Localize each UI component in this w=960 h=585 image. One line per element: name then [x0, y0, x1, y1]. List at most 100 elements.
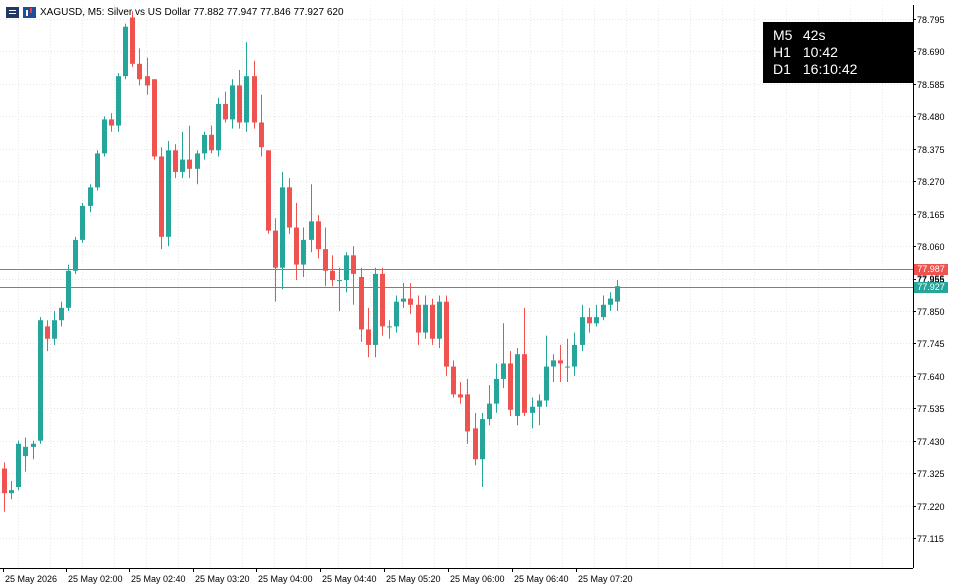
candle-body [522, 354, 527, 413]
candle-body [145, 76, 150, 86]
ask-price-tag: 77.987 [914, 263, 948, 275]
candle-body [159, 156, 164, 237]
candle-body [294, 227, 299, 265]
candle-body [380, 273, 385, 327]
x-tick-label: 25 May 02:00 [68, 574, 123, 584]
candle-body [565, 366, 570, 368]
candle-body [237, 85, 242, 123]
menu-icon[interactable] [6, 6, 19, 18]
y-tick-label: 78.060 [917, 241, 945, 252]
candle-body [130, 17, 135, 64]
candle-body [430, 304, 435, 339]
timer-label: D1 [773, 61, 791, 77]
timer-label: M5 [773, 27, 793, 43]
y-tick-label: 77.745 [917, 338, 945, 349]
chart-header: XAGUSD, M5: Silver vs US Dollar 77.882 7… [6, 5, 344, 19]
x-tick-label: 25 May 07:20 [578, 574, 633, 584]
candle-body [487, 403, 492, 420]
x-tick-label: 25 May 03:20 [195, 574, 250, 584]
candle-body [244, 76, 249, 123]
candle-body [109, 119, 114, 126]
candle-body [508, 363, 513, 410]
candle-body [615, 286, 620, 302]
candle-body [580, 317, 585, 345]
y-tick-label: 78.165 [917, 209, 945, 220]
candle-body [180, 159, 185, 172]
chart-title: XAGUSD, M5: Silver vs US Dollar 77.882 7… [40, 6, 344, 18]
candle-body [195, 153, 200, 169]
candle-body [102, 119, 107, 154]
y-tick-label: 78.480 [917, 111, 945, 122]
candle-body [337, 280, 342, 282]
candle-body [187, 159, 192, 169]
candle-body [9, 490, 14, 494]
candle-body [88, 187, 93, 206]
candle-body [423, 304, 428, 333]
price-label-extra: 77.955 [917, 274, 945, 284]
candle-body [80, 205, 85, 240]
timer-value: 10:42 [802, 44, 838, 60]
x-tick-label: 25 May 02:40 [131, 574, 186, 584]
timer-value: 16:10:42 [802, 61, 858, 77]
candle-body [38, 320, 43, 441]
candle-body [530, 406, 535, 413]
candle-body [437, 301, 442, 339]
candle-body [515, 354, 520, 416]
bid-price-tag: 77.927 [914, 281, 948, 293]
candle-body [137, 63, 142, 80]
candle-body [2, 468, 7, 494]
y-tick-label: 77.955 [917, 274, 945, 285]
candle-body [223, 103, 228, 120]
candle-body [273, 230, 278, 268]
candle-body [373, 273, 378, 345]
candle-body [416, 304, 421, 333]
x-tick-label: 25 May 04:40 [322, 574, 377, 584]
candle-body [152, 79, 157, 157]
candle-body [351, 255, 356, 274]
candle-body [594, 317, 599, 324]
candle-body [401, 298, 406, 302]
candle-body [465, 394, 470, 432]
y-tick-label: 77.430 [917, 436, 945, 447]
candle-body [166, 150, 171, 237]
candle-body [252, 76, 257, 123]
candle-body [287, 187, 292, 228]
candle-body [330, 270, 335, 281]
candle-body [216, 103, 221, 151]
y-tick-label: 77.535 [917, 403, 945, 414]
y-tick-label: 77.640 [917, 371, 945, 382]
timer-row-d1: D1 16:10:42 [773, 61, 903, 78]
y-tick-label: 78.795 [917, 14, 945, 25]
candle-body [480, 419, 485, 460]
candle-body [387, 326, 392, 328]
candle-body [501, 363, 506, 379]
y-tick-label: 77.115 [917, 533, 944, 544]
candle-body [280, 187, 285, 268]
candle-body [266, 150, 271, 231]
y-tick-label: 77.325 [917, 468, 945, 479]
candle-body [316, 221, 321, 250]
chart-icon[interactable] [23, 6, 36, 18]
candle-body [66, 270, 71, 308]
candle-body [494, 378, 499, 404]
candle-body [116, 76, 121, 126]
y-tick-label: 78.375 [917, 144, 945, 155]
x-tick-label: 25 May 06:00 [450, 574, 505, 584]
candle-body [366, 329, 371, 345]
candle-body [473, 428, 478, 460]
x-tick-label: 25 May 04:00 [258, 574, 313, 584]
candle-body [31, 443, 36, 447]
candle-body [323, 249, 328, 271]
candle-body [59, 307, 64, 321]
candle-body [52, 320, 57, 339]
candle-body [301, 239, 306, 265]
y-tick-label: 77.220 [917, 501, 945, 512]
candle-body [451, 366, 456, 395]
timer-label: H1 [773, 44, 791, 60]
candle-body [73, 239, 78, 271]
candle-body [344, 255, 349, 281]
candle-body [558, 360, 563, 364]
candle-body [230, 85, 235, 120]
timer-value: 42s [802, 27, 826, 43]
